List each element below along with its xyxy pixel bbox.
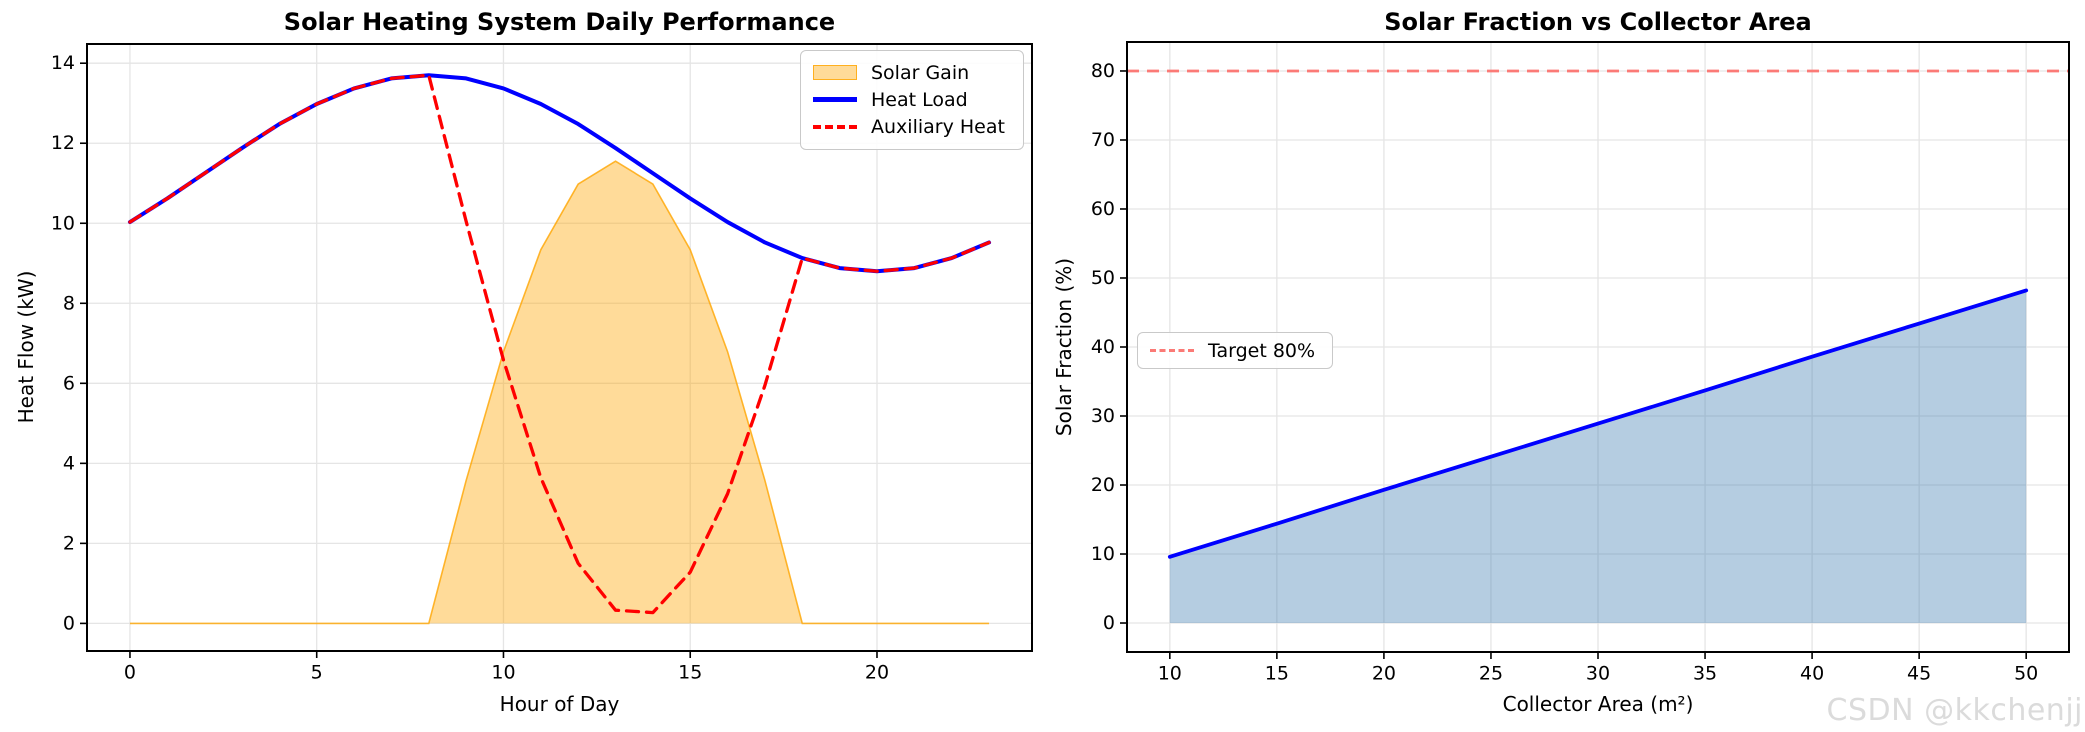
svg-text:20: 20 — [1091, 474, 1115, 496]
svg-text:10: 10 — [51, 212, 75, 234]
svg-text:15: 15 — [678, 662, 702, 684]
svg-text:40: 40 — [1091, 336, 1115, 358]
svg-text:8: 8 — [63, 292, 75, 314]
svg-text:80: 80 — [1091, 60, 1115, 82]
svg-text:60: 60 — [1091, 198, 1115, 220]
svg-text:35: 35 — [1693, 663, 1717, 685]
solar-gain-swatch-icon — [813, 65, 857, 81]
right-chart-title: Solar Fraction vs Collector Area — [1384, 8, 1812, 36]
svg-text:15: 15 — [1265, 663, 1289, 685]
svg-text:20: 20 — [1372, 663, 1396, 685]
right-y-axis-label: Solar Fraction (%) — [1052, 257, 1076, 437]
svg-text:4: 4 — [63, 452, 75, 474]
svg-text:50: 50 — [2014, 663, 2038, 685]
svg-text:10: 10 — [1158, 663, 1182, 685]
svg-text:70: 70 — [1091, 129, 1115, 151]
left-y-axis-label: Heat Flow (kW) — [14, 270, 38, 424]
left-chart-title: Solar Heating System Daily Performance — [283, 8, 836, 36]
legend-item-heat-load: Heat Load — [813, 86, 1009, 113]
right-x-axis-label: Collector Area (m²) — [1502, 692, 1694, 716]
svg-text:25: 25 — [1479, 663, 1503, 685]
svg-text:0: 0 — [1103, 612, 1115, 634]
svg-text:45: 45 — [1907, 663, 1931, 685]
svg-text:50: 50 — [1091, 267, 1115, 289]
legend-label: Solar Gain — [871, 61, 970, 84]
legend-item-target: Target 80% — [1150, 336, 1318, 365]
legend-item-auxiliary-heat: Auxiliary Heat — [813, 114, 1009, 141]
legend-label: Heat Load — [871, 88, 968, 111]
legend-item-solar-gain: Solar Gain — [813, 59, 1009, 86]
heat-load-swatch-icon — [813, 97, 857, 103]
target-line-swatch-icon — [1150, 349, 1194, 352]
svg-text:40: 40 — [1800, 663, 1824, 685]
watermark: CSDN @kkchenjj — [1826, 693, 2083, 728]
svg-text:6: 6 — [63, 372, 75, 394]
legend-label: Auxiliary Heat — [871, 116, 1005, 139]
svg-text:0: 0 — [124, 662, 136, 684]
svg-text:14: 14 — [51, 52, 75, 74]
left-x-axis-label: Hour of Day — [499, 692, 620, 716]
left-chart-legend: Solar Gain Heat Load Auxiliary Heat — [800, 50, 1024, 150]
legend-label: Target 80% — [1208, 339, 1316, 362]
right-chart-legend: Target 80% — [1137, 332, 1333, 369]
svg-text:0: 0 — [63, 612, 75, 634]
svg-text:12: 12 — [51, 132, 75, 154]
svg-text:20: 20 — [865, 662, 889, 684]
svg-text:5: 5 — [311, 662, 323, 684]
svg-text:10: 10 — [491, 662, 515, 684]
svg-text:2: 2 — [63, 532, 75, 554]
svg-text:30: 30 — [1586, 663, 1610, 685]
svg-text:30: 30 — [1091, 405, 1115, 427]
svg-text:10: 10 — [1091, 543, 1115, 565]
auxiliary-heat-swatch-icon — [813, 125, 857, 130]
